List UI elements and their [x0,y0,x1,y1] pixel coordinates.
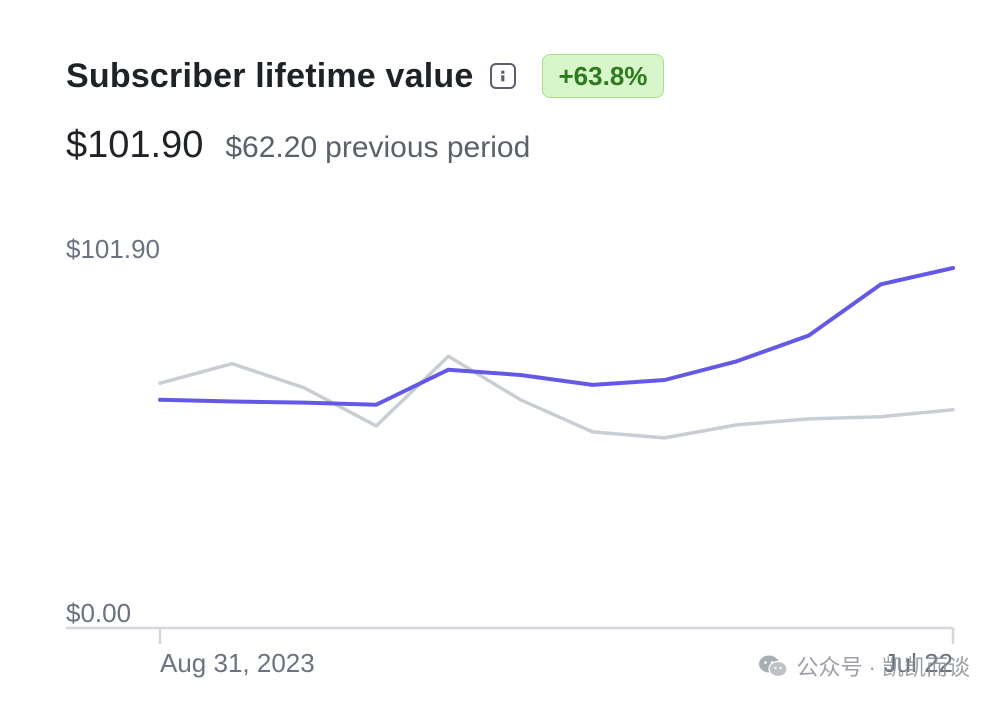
previous-period: $62.20 previous period [225,131,530,165]
x-tick-label: Aug 31, 2023 [160,648,315,678]
card-header: Subscriber lifetime value +63.8% [66,52,665,100]
watermark: 公众号 · 凯凯而谈 [758,650,970,682]
info-icon[interactable] [489,63,516,89]
change-badge: +63.8% [541,54,665,98]
axis-layer [66,626,955,644]
previous-series-line [158,354,955,440]
previous-value: $62.20 [225,131,318,164]
watermark-text: 公众号 · 凯凯而谈 [796,655,970,680]
wechat-icon [759,655,789,678]
series-layer [158,266,955,440]
current-value: $101.90 [66,124,204,166]
current-series-line [158,266,955,407]
y-tick-label: $101.90 [66,234,160,264]
y-tick-label: $0.00 [66,598,131,628]
label-layer: $0.00 $101.90 Aug 31, 2023 Jul 22 [66,234,953,678]
x-tick-label: Jul 22 [884,648,953,678]
info-glyph [500,70,504,82]
summary-values: $101.90 $62.20 previous period [66,124,530,167]
chart-title: Subscriber lifetime value [66,56,474,95]
previous-label: previous period [325,131,531,164]
